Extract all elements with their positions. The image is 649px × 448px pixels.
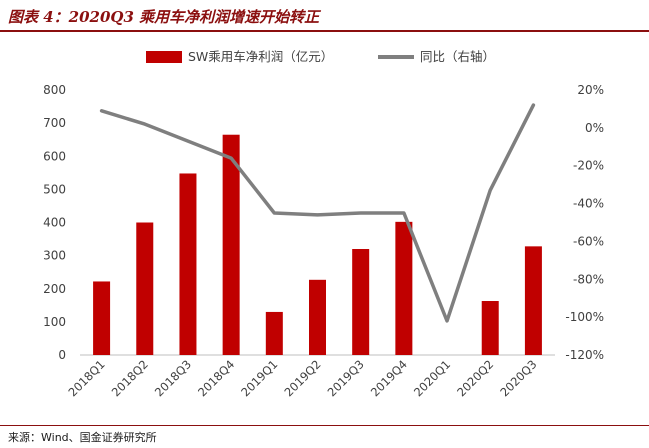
x-tick-label: 2019Q1 — [238, 357, 280, 399]
left-tick-label: 100 — [43, 315, 66, 329]
right-tick-label: 20% — [577, 83, 604, 97]
bar — [222, 134, 240, 355]
bar — [179, 173, 197, 355]
left-axis-ticks: 0 100 200 300 400 500 600 700 800 — [43, 83, 66, 362]
left-tick-label: 0 — [58, 348, 66, 362]
legend-line-label: 同比（右轴） — [420, 49, 495, 64]
line-series — [99, 103, 536, 323]
x-tick-label: 2018Q1 — [66, 357, 108, 399]
right-tick-label: 0% — [585, 121, 604, 135]
left-tick-label: 300 — [43, 249, 66, 263]
x-tick-label: 2019Q3 — [325, 357, 367, 399]
source-note: 来源：Wind、国金证券研究所 — [8, 431, 157, 444]
x-tick-label: 2018Q4 — [195, 357, 237, 399]
legend-bar-swatch — [146, 51, 182, 63]
bar — [265, 311, 283, 355]
x-tick-label: 2020Q3 — [497, 357, 539, 399]
right-axis-ticks: -120% -100% -80% -60% -40% -20% 0% 20% — [565, 83, 604, 362]
bar-series — [93, 134, 542, 355]
right-tick-label: -60% — [573, 234, 604, 248]
bar — [524, 246, 542, 355]
left-tick-label: 200 — [43, 282, 66, 296]
right-tick-label: -120% — [565, 348, 604, 362]
left-tick-label: 400 — [43, 216, 66, 230]
combo-chart: SW乘用车净利润（亿元） 同比（右轴） 0 100 200 300 400 500 600 70… — [43, 49, 604, 399]
bar — [481, 301, 499, 355]
bar — [93, 281, 111, 355]
x-tick-label: 2019Q4 — [368, 357, 410, 399]
left-tick-label: 600 — [43, 149, 66, 163]
x-axis-ticks: 2018Q1 2018Q2 2018Q3 2018Q4 2019Q1 2019Q2 2019… — [66, 357, 540, 399]
bar — [395, 221, 413, 355]
right-tick-label: -100% — [565, 310, 604, 324]
right-tick-label: -80% — [573, 272, 604, 286]
legend-bar-label: SW乘用车净利润（亿元） — [188, 49, 333, 64]
bar — [136, 222, 154, 355]
footer-rule — [0, 425, 649, 426]
right-tick-label: -20% — [573, 159, 604, 173]
yoy-line — [99, 103, 536, 323]
chart-legend: SW乘用车净利润（亿元） 同比（右轴） — [146, 49, 495, 64]
x-tick-label: 2018Q3 — [152, 357, 194, 399]
left-tick-label: 700 — [43, 116, 66, 130]
right-tick-label: -40% — [573, 197, 604, 211]
x-tick-label: 2020Q2 — [454, 357, 496, 399]
figure-title: 图表 4：2020Q3 乘用车净利润增速开始转正 — [8, 8, 320, 26]
x-tick-label: 2019Q2 — [281, 357, 323, 399]
left-tick-label: 500 — [43, 182, 66, 196]
title-rule — [0, 30, 649, 32]
x-tick-label: 2018Q2 — [109, 357, 151, 399]
bar — [352, 249, 370, 355]
x-tick-label: 2020Q1 — [411, 357, 453, 399]
title-bar: 图表 4：2020Q3 乘用车净利润增速开始转正 — [0, 0, 649, 32]
left-tick-label: 800 — [43, 83, 66, 97]
bar — [309, 279, 326, 355]
